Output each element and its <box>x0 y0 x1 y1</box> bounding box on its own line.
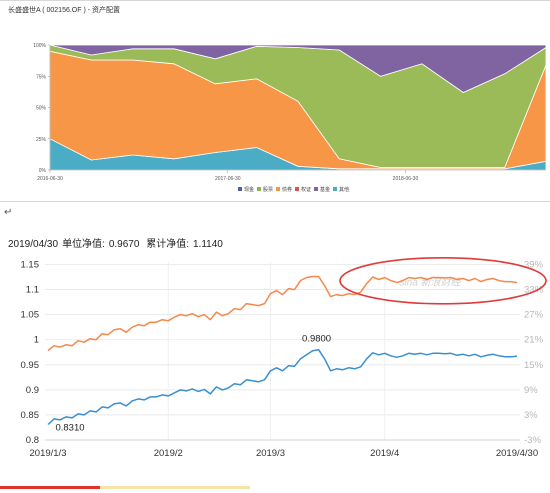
nav-y-right-tick: 27% <box>524 310 544 321</box>
allocation-y-tick: 50% <box>36 106 47 112</box>
unit-nav-label: 单位净值: <box>62 239 105 250</box>
legend-entry: 基金 <box>320 186 330 193</box>
series-line-unit-nav <box>47 348 518 426</box>
nav-y-right-tick: 15% <box>524 360 544 371</box>
legend-swatch <box>257 187 261 191</box>
nav-x-tick: 2019/1/3 <box>30 448 67 459</box>
nav-x-tick: 2019/3 <box>256 448 285 459</box>
nav-x-tick: 2019/2 <box>154 448 183 459</box>
annotation-low: 0.8310 <box>55 422 84 433</box>
nav-y-left-tick: 0.85 <box>21 410 40 421</box>
unit-nav-value: 0.9670 <box>108 239 140 250</box>
nav-y-left-tick: 1.15 <box>21 260 40 271</box>
allocation-chart-panel: 长盛盛世A ( 002156.OF ) - 资产配置 0% 25% 50% 75% 10… <box>0 0 550 202</box>
nav-y-right-tick: 9% <box>524 385 538 396</box>
nav-date: 2019/04/30 <box>8 239 59 250</box>
nav-y-left-tick: 1 <box>34 335 39 346</box>
highlight-ellipse <box>339 257 547 305</box>
acc-nav-label: 累计净值: <box>146 239 189 250</box>
nav-x-tick: 2019/4/30 <box>496 448 538 459</box>
legend-swatch <box>276 187 280 191</box>
nav-line-chart: 0.8 -3% 0.85 3% 0.9 9% 0.95 15% 1 21% 1.05 27% 1.1 33… <box>0 257 547 489</box>
allocation-x-tick: 2017-06-30 <box>215 176 241 182</box>
nav-y-right-tick: -3% <box>524 435 541 446</box>
allocation-x-tick: 2018-06-30 <box>393 176 419 182</box>
nav-y-left-tick: 0.8 <box>26 435 39 446</box>
nav-y-left-tick: 0.95 <box>21 360 40 371</box>
paragraph-return-icon: ↵ <box>4 207 13 218</box>
nav-y-right-tick: 39% <box>524 260 544 271</box>
allocation-y-tick: 25% <box>36 137 47 143</box>
allocation-x-tick: 2016-06-30 <box>37 176 63 182</box>
allocation-chart: 0% 25% 50% 75% 100% 2016-06-30 2017-06-30 2018-… <box>33 43 547 193</box>
annotation-high: 0.9800 <box>302 334 331 345</box>
nav-y-right-tick: 21% <box>524 335 544 346</box>
allocation-y-tick: 100% <box>33 43 46 49</box>
nav-x-tick: 2019/4 <box>370 448 399 459</box>
acc-nav-value: 1.1140 <box>193 239 223 250</box>
area-series-3 <box>49 44 547 93</box>
legend-swatch <box>295 187 299 191</box>
nav-y-right-tick: 3% <box>524 410 538 421</box>
nav-chart-header: 2019/04/30 单位净值: 0.9670 累计净值: 1.1140 <box>8 235 227 250</box>
legend-swatch <box>333 187 337 191</box>
allocation-chart-title: 长盛盛世A ( 002156.OF ) - 资产配置 <box>8 7 121 14</box>
legend-entry: 股票 <box>263 187 273 193</box>
bottom-strip-yellow <box>100 486 250 489</box>
allocation-y-tick: 0% <box>39 168 47 174</box>
nav-y-right-tick: 33% <box>524 285 544 296</box>
series-line-acc-nav <box>47 275 518 352</box>
legend-entry: 其他 <box>339 186 349 193</box>
allocation-y-tick: 75% <box>36 74 47 80</box>
nav-y-left-tick: 1.05 <box>21 310 40 321</box>
nav-y-left-tick: 0.9 <box>26 385 39 396</box>
bottom-strip-red <box>0 486 100 489</box>
nav-y-left-tick: 1.1 <box>26 285 39 296</box>
legend-entry: 权证 <box>301 186 311 193</box>
sina-watermark: sina 新浪财经 <box>399 277 461 289</box>
legend-swatch <box>238 187 242 191</box>
legend-entry: 现金 <box>244 186 254 193</box>
legend-entry: 债券 <box>282 186 292 193</box>
legend-swatch <box>314 187 318 191</box>
